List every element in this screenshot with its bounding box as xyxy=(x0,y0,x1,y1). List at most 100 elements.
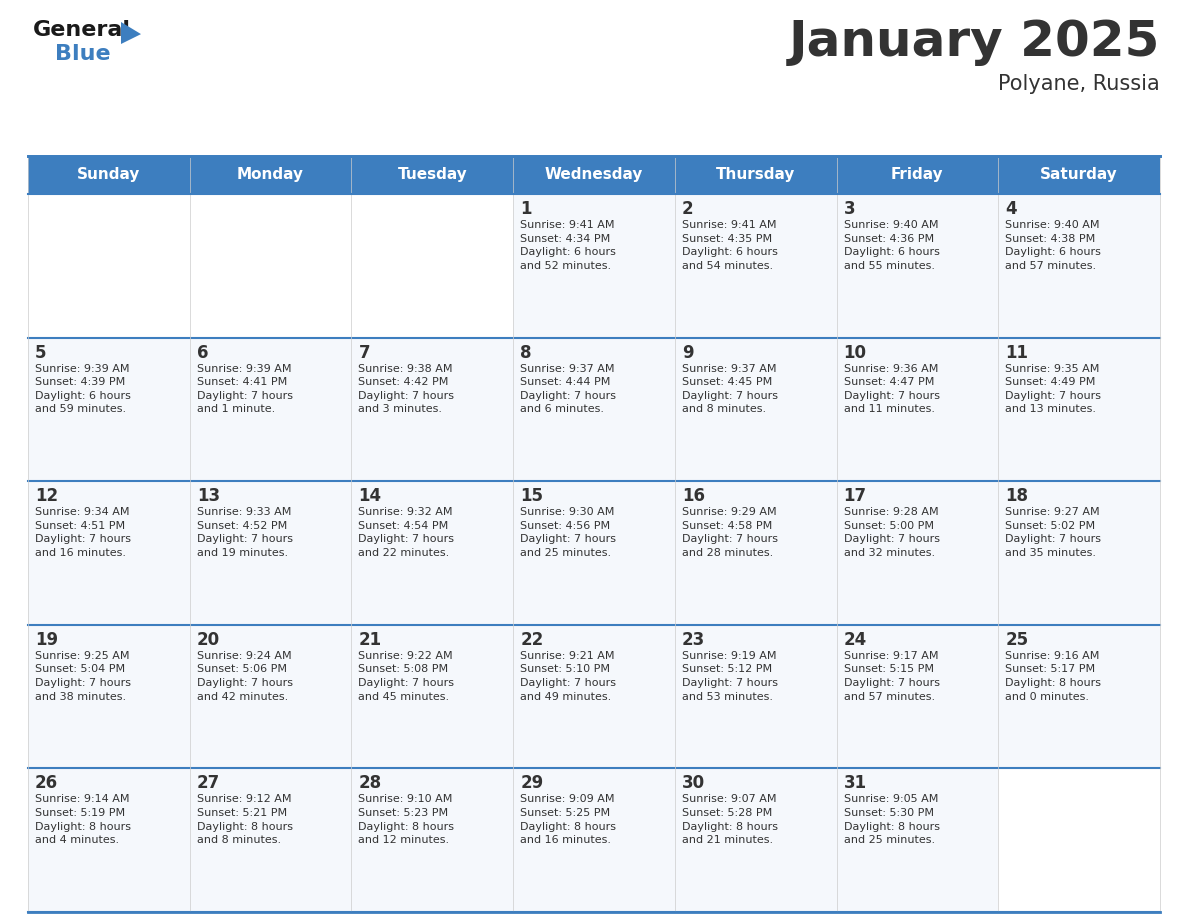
Text: Sunrise: 9:21 AM
Sunset: 5:10 PM
Daylight: 7 hours
and 49 minutes.: Sunrise: 9:21 AM Sunset: 5:10 PM Dayligh… xyxy=(520,651,617,701)
Text: 20: 20 xyxy=(197,631,220,649)
Text: 28: 28 xyxy=(359,775,381,792)
Bar xyxy=(190,625,352,768)
Text: Sunrise: 9:05 AM
Sunset: 5:30 PM
Daylight: 8 hours
and 25 minutes.: Sunrise: 9:05 AM Sunset: 5:30 PM Dayligh… xyxy=(843,794,940,845)
Bar xyxy=(190,338,352,481)
Bar xyxy=(513,194,675,338)
Bar xyxy=(998,481,1159,625)
Text: Sunrise: 9:22 AM
Sunset: 5:08 PM
Daylight: 7 hours
and 45 minutes.: Sunrise: 9:22 AM Sunset: 5:08 PM Dayligh… xyxy=(359,651,455,701)
Text: Sunrise: 9:28 AM
Sunset: 5:00 PM
Daylight: 7 hours
and 32 minutes.: Sunrise: 9:28 AM Sunset: 5:00 PM Dayligh… xyxy=(843,508,940,558)
Bar xyxy=(675,625,836,768)
Text: 2: 2 xyxy=(682,200,694,218)
Text: 30: 30 xyxy=(682,775,704,792)
Text: Sunrise: 9:09 AM
Sunset: 5:25 PM
Daylight: 8 hours
and 16 minutes.: Sunrise: 9:09 AM Sunset: 5:25 PM Dayligh… xyxy=(520,794,617,845)
Text: 19: 19 xyxy=(34,631,58,649)
Text: January 2025: January 2025 xyxy=(789,18,1159,66)
Text: Sunrise: 9:41 AM
Sunset: 4:35 PM
Daylight: 6 hours
and 54 minutes.: Sunrise: 9:41 AM Sunset: 4:35 PM Dayligh… xyxy=(682,220,778,271)
Bar xyxy=(352,625,513,768)
Text: Sunrise: 9:07 AM
Sunset: 5:28 PM
Daylight: 8 hours
and 21 minutes.: Sunrise: 9:07 AM Sunset: 5:28 PM Dayligh… xyxy=(682,794,778,845)
Bar xyxy=(998,768,1159,912)
Text: General: General xyxy=(33,20,131,40)
Text: 13: 13 xyxy=(197,487,220,505)
Bar xyxy=(998,156,1159,194)
Text: Sunrise: 9:16 AM
Sunset: 5:17 PM
Daylight: 8 hours
and 0 minutes.: Sunrise: 9:16 AM Sunset: 5:17 PM Dayligh… xyxy=(1005,651,1101,701)
Text: 27: 27 xyxy=(197,775,220,792)
Text: Thursday: Thursday xyxy=(716,167,796,183)
Text: 4: 4 xyxy=(1005,200,1017,218)
Text: Tuesday: Tuesday xyxy=(398,167,467,183)
Text: Sunrise: 9:34 AM
Sunset: 4:51 PM
Daylight: 7 hours
and 16 minutes.: Sunrise: 9:34 AM Sunset: 4:51 PM Dayligh… xyxy=(34,508,131,558)
Text: 16: 16 xyxy=(682,487,704,505)
Bar xyxy=(836,156,998,194)
Text: 3: 3 xyxy=(843,200,855,218)
Bar xyxy=(29,194,190,338)
Polygon shape xyxy=(121,22,141,44)
Text: 22: 22 xyxy=(520,631,543,649)
Text: Sunrise: 9:36 AM
Sunset: 4:47 PM
Daylight: 7 hours
and 11 minutes.: Sunrise: 9:36 AM Sunset: 4:47 PM Dayligh… xyxy=(843,364,940,414)
Text: Sunrise: 9:25 AM
Sunset: 5:04 PM
Daylight: 7 hours
and 38 minutes.: Sunrise: 9:25 AM Sunset: 5:04 PM Dayligh… xyxy=(34,651,131,701)
Text: 11: 11 xyxy=(1005,343,1029,362)
Bar xyxy=(29,338,190,481)
Text: Sunrise: 9:37 AM
Sunset: 4:44 PM
Daylight: 7 hours
and 6 minutes.: Sunrise: 9:37 AM Sunset: 4:44 PM Dayligh… xyxy=(520,364,617,414)
Text: 25: 25 xyxy=(1005,631,1029,649)
Text: Sunrise: 9:17 AM
Sunset: 5:15 PM
Daylight: 7 hours
and 57 minutes.: Sunrise: 9:17 AM Sunset: 5:15 PM Dayligh… xyxy=(843,651,940,701)
Bar xyxy=(998,338,1159,481)
Text: Sunrise: 9:27 AM
Sunset: 5:02 PM
Daylight: 7 hours
and 35 minutes.: Sunrise: 9:27 AM Sunset: 5:02 PM Dayligh… xyxy=(1005,508,1101,558)
Text: Friday: Friday xyxy=(891,167,943,183)
Text: 17: 17 xyxy=(843,487,867,505)
Bar xyxy=(675,194,836,338)
Bar xyxy=(29,625,190,768)
Text: Sunrise: 9:39 AM
Sunset: 4:39 PM
Daylight: 6 hours
and 59 minutes.: Sunrise: 9:39 AM Sunset: 4:39 PM Dayligh… xyxy=(34,364,131,414)
Text: 9: 9 xyxy=(682,343,694,362)
Text: Sunrise: 9:12 AM
Sunset: 5:21 PM
Daylight: 8 hours
and 8 minutes.: Sunrise: 9:12 AM Sunset: 5:21 PM Dayligh… xyxy=(197,794,292,845)
Bar xyxy=(675,481,836,625)
Bar xyxy=(513,481,675,625)
Text: Sunrise: 9:38 AM
Sunset: 4:42 PM
Daylight: 7 hours
and 3 minutes.: Sunrise: 9:38 AM Sunset: 4:42 PM Dayligh… xyxy=(359,364,455,414)
Bar xyxy=(29,768,190,912)
Text: 21: 21 xyxy=(359,631,381,649)
Bar xyxy=(352,194,513,338)
Text: 14: 14 xyxy=(359,487,381,505)
Bar xyxy=(675,338,836,481)
Text: Sunrise: 9:19 AM
Sunset: 5:12 PM
Daylight: 7 hours
and 53 minutes.: Sunrise: 9:19 AM Sunset: 5:12 PM Dayligh… xyxy=(682,651,778,701)
Text: Sunrise: 9:35 AM
Sunset: 4:49 PM
Daylight: 7 hours
and 13 minutes.: Sunrise: 9:35 AM Sunset: 4:49 PM Dayligh… xyxy=(1005,364,1101,414)
Text: Sunrise: 9:33 AM
Sunset: 4:52 PM
Daylight: 7 hours
and 19 minutes.: Sunrise: 9:33 AM Sunset: 4:52 PM Dayligh… xyxy=(197,508,292,558)
Text: Sunrise: 9:40 AM
Sunset: 4:38 PM
Daylight: 6 hours
and 57 minutes.: Sunrise: 9:40 AM Sunset: 4:38 PM Dayligh… xyxy=(1005,220,1101,271)
Text: 24: 24 xyxy=(843,631,867,649)
Bar xyxy=(190,481,352,625)
Bar xyxy=(836,194,998,338)
Bar xyxy=(352,156,513,194)
Text: 5: 5 xyxy=(34,343,46,362)
Text: 6: 6 xyxy=(197,343,208,362)
Text: 10: 10 xyxy=(843,343,866,362)
Bar xyxy=(836,768,998,912)
Bar xyxy=(29,481,190,625)
Text: Blue: Blue xyxy=(55,44,110,64)
Bar xyxy=(29,156,190,194)
Text: Monday: Monday xyxy=(238,167,304,183)
Bar xyxy=(352,481,513,625)
Text: Sunrise: 9:29 AM
Sunset: 4:58 PM
Daylight: 7 hours
and 28 minutes.: Sunrise: 9:29 AM Sunset: 4:58 PM Dayligh… xyxy=(682,508,778,558)
Text: Sunrise: 9:30 AM
Sunset: 4:56 PM
Daylight: 7 hours
and 25 minutes.: Sunrise: 9:30 AM Sunset: 4:56 PM Dayligh… xyxy=(520,508,617,558)
Text: Sunrise: 9:39 AM
Sunset: 4:41 PM
Daylight: 7 hours
and 1 minute.: Sunrise: 9:39 AM Sunset: 4:41 PM Dayligh… xyxy=(197,364,292,414)
Bar xyxy=(998,625,1159,768)
Text: Sunrise: 9:41 AM
Sunset: 4:34 PM
Daylight: 6 hours
and 52 minutes.: Sunrise: 9:41 AM Sunset: 4:34 PM Dayligh… xyxy=(520,220,617,271)
Bar xyxy=(190,768,352,912)
Text: Sunrise: 9:40 AM
Sunset: 4:36 PM
Daylight: 6 hours
and 55 minutes.: Sunrise: 9:40 AM Sunset: 4:36 PM Dayligh… xyxy=(843,220,940,271)
Text: Polyane, Russia: Polyane, Russia xyxy=(998,74,1159,94)
Bar xyxy=(836,338,998,481)
Text: Wednesday: Wednesday xyxy=(545,167,643,183)
Text: 18: 18 xyxy=(1005,487,1029,505)
Text: Sunrise: 9:24 AM
Sunset: 5:06 PM
Daylight: 7 hours
and 42 minutes.: Sunrise: 9:24 AM Sunset: 5:06 PM Dayligh… xyxy=(197,651,292,701)
Text: Saturday: Saturday xyxy=(1041,167,1118,183)
Bar xyxy=(675,156,836,194)
Text: 26: 26 xyxy=(34,775,58,792)
Text: 23: 23 xyxy=(682,631,706,649)
Bar xyxy=(836,481,998,625)
Text: 29: 29 xyxy=(520,775,543,792)
Bar xyxy=(190,156,352,194)
Bar xyxy=(836,625,998,768)
Text: 8: 8 xyxy=(520,343,532,362)
Text: Sunday: Sunday xyxy=(77,167,140,183)
Text: Sunrise: 9:14 AM
Sunset: 5:19 PM
Daylight: 8 hours
and 4 minutes.: Sunrise: 9:14 AM Sunset: 5:19 PM Dayligh… xyxy=(34,794,131,845)
Bar xyxy=(513,156,675,194)
